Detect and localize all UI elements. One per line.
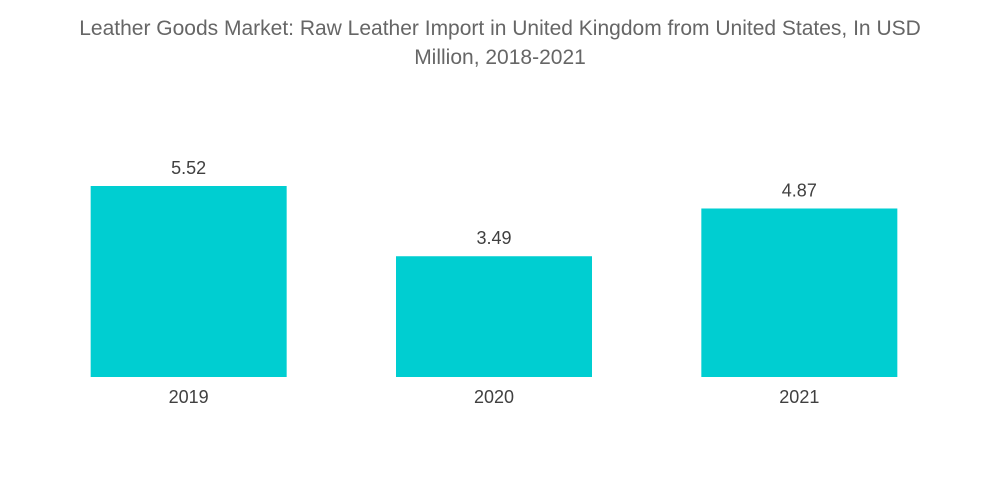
chart-title-line-2: Million, 2018-2021 xyxy=(414,46,586,69)
bar-2020 xyxy=(396,256,592,377)
chart-title: Leather Goods Market: Raw Leather Import… xyxy=(0,14,1000,72)
data-label-2019: 5.52 xyxy=(171,158,206,178)
bar-2019 xyxy=(90,186,287,377)
bar-2021 xyxy=(701,208,898,377)
data-label-2020: 3.49 xyxy=(476,228,511,248)
data-label-2021: 4.87 xyxy=(782,180,817,200)
x-tick-label-2019: 2019 xyxy=(169,387,209,407)
x-tick-label-2020: 2020 xyxy=(474,387,514,407)
chart-title-line-1: Leather Goods Market: Raw Leather Import… xyxy=(79,17,921,40)
x-tick-label-2021: 2021 xyxy=(779,387,819,407)
